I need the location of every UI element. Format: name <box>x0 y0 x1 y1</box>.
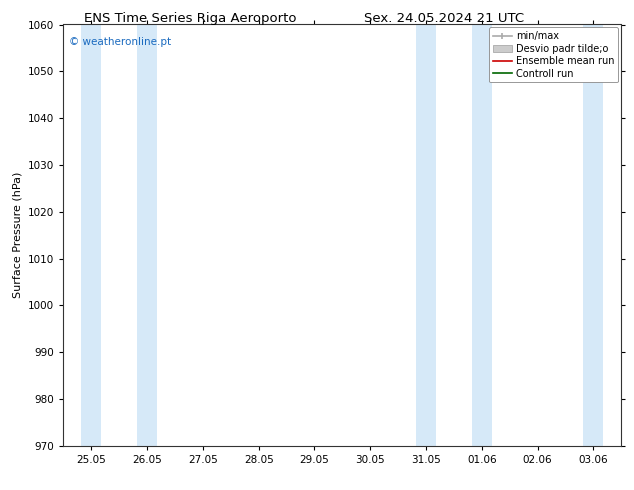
Bar <box>583 24 604 446</box>
Text: ENS Time Series Riga Aeroporto: ENS Time Series Riga Aeroporto <box>84 12 297 25</box>
Text: Sex. 24.05.2024 21 UTC: Sex. 24.05.2024 21 UTC <box>364 12 524 25</box>
Bar <box>416 24 436 446</box>
Bar <box>137 24 157 446</box>
Y-axis label: Surface Pressure (hPa): Surface Pressure (hPa) <box>13 172 23 298</box>
Bar <box>81 24 101 446</box>
Text: © weatheronline.pt: © weatheronline.pt <box>69 37 171 47</box>
Legend: min/max, Desvio padr tilde;o, Ensemble mean run, Controll run: min/max, Desvio padr tilde;o, Ensemble m… <box>489 27 618 82</box>
Bar <box>472 24 492 446</box>
